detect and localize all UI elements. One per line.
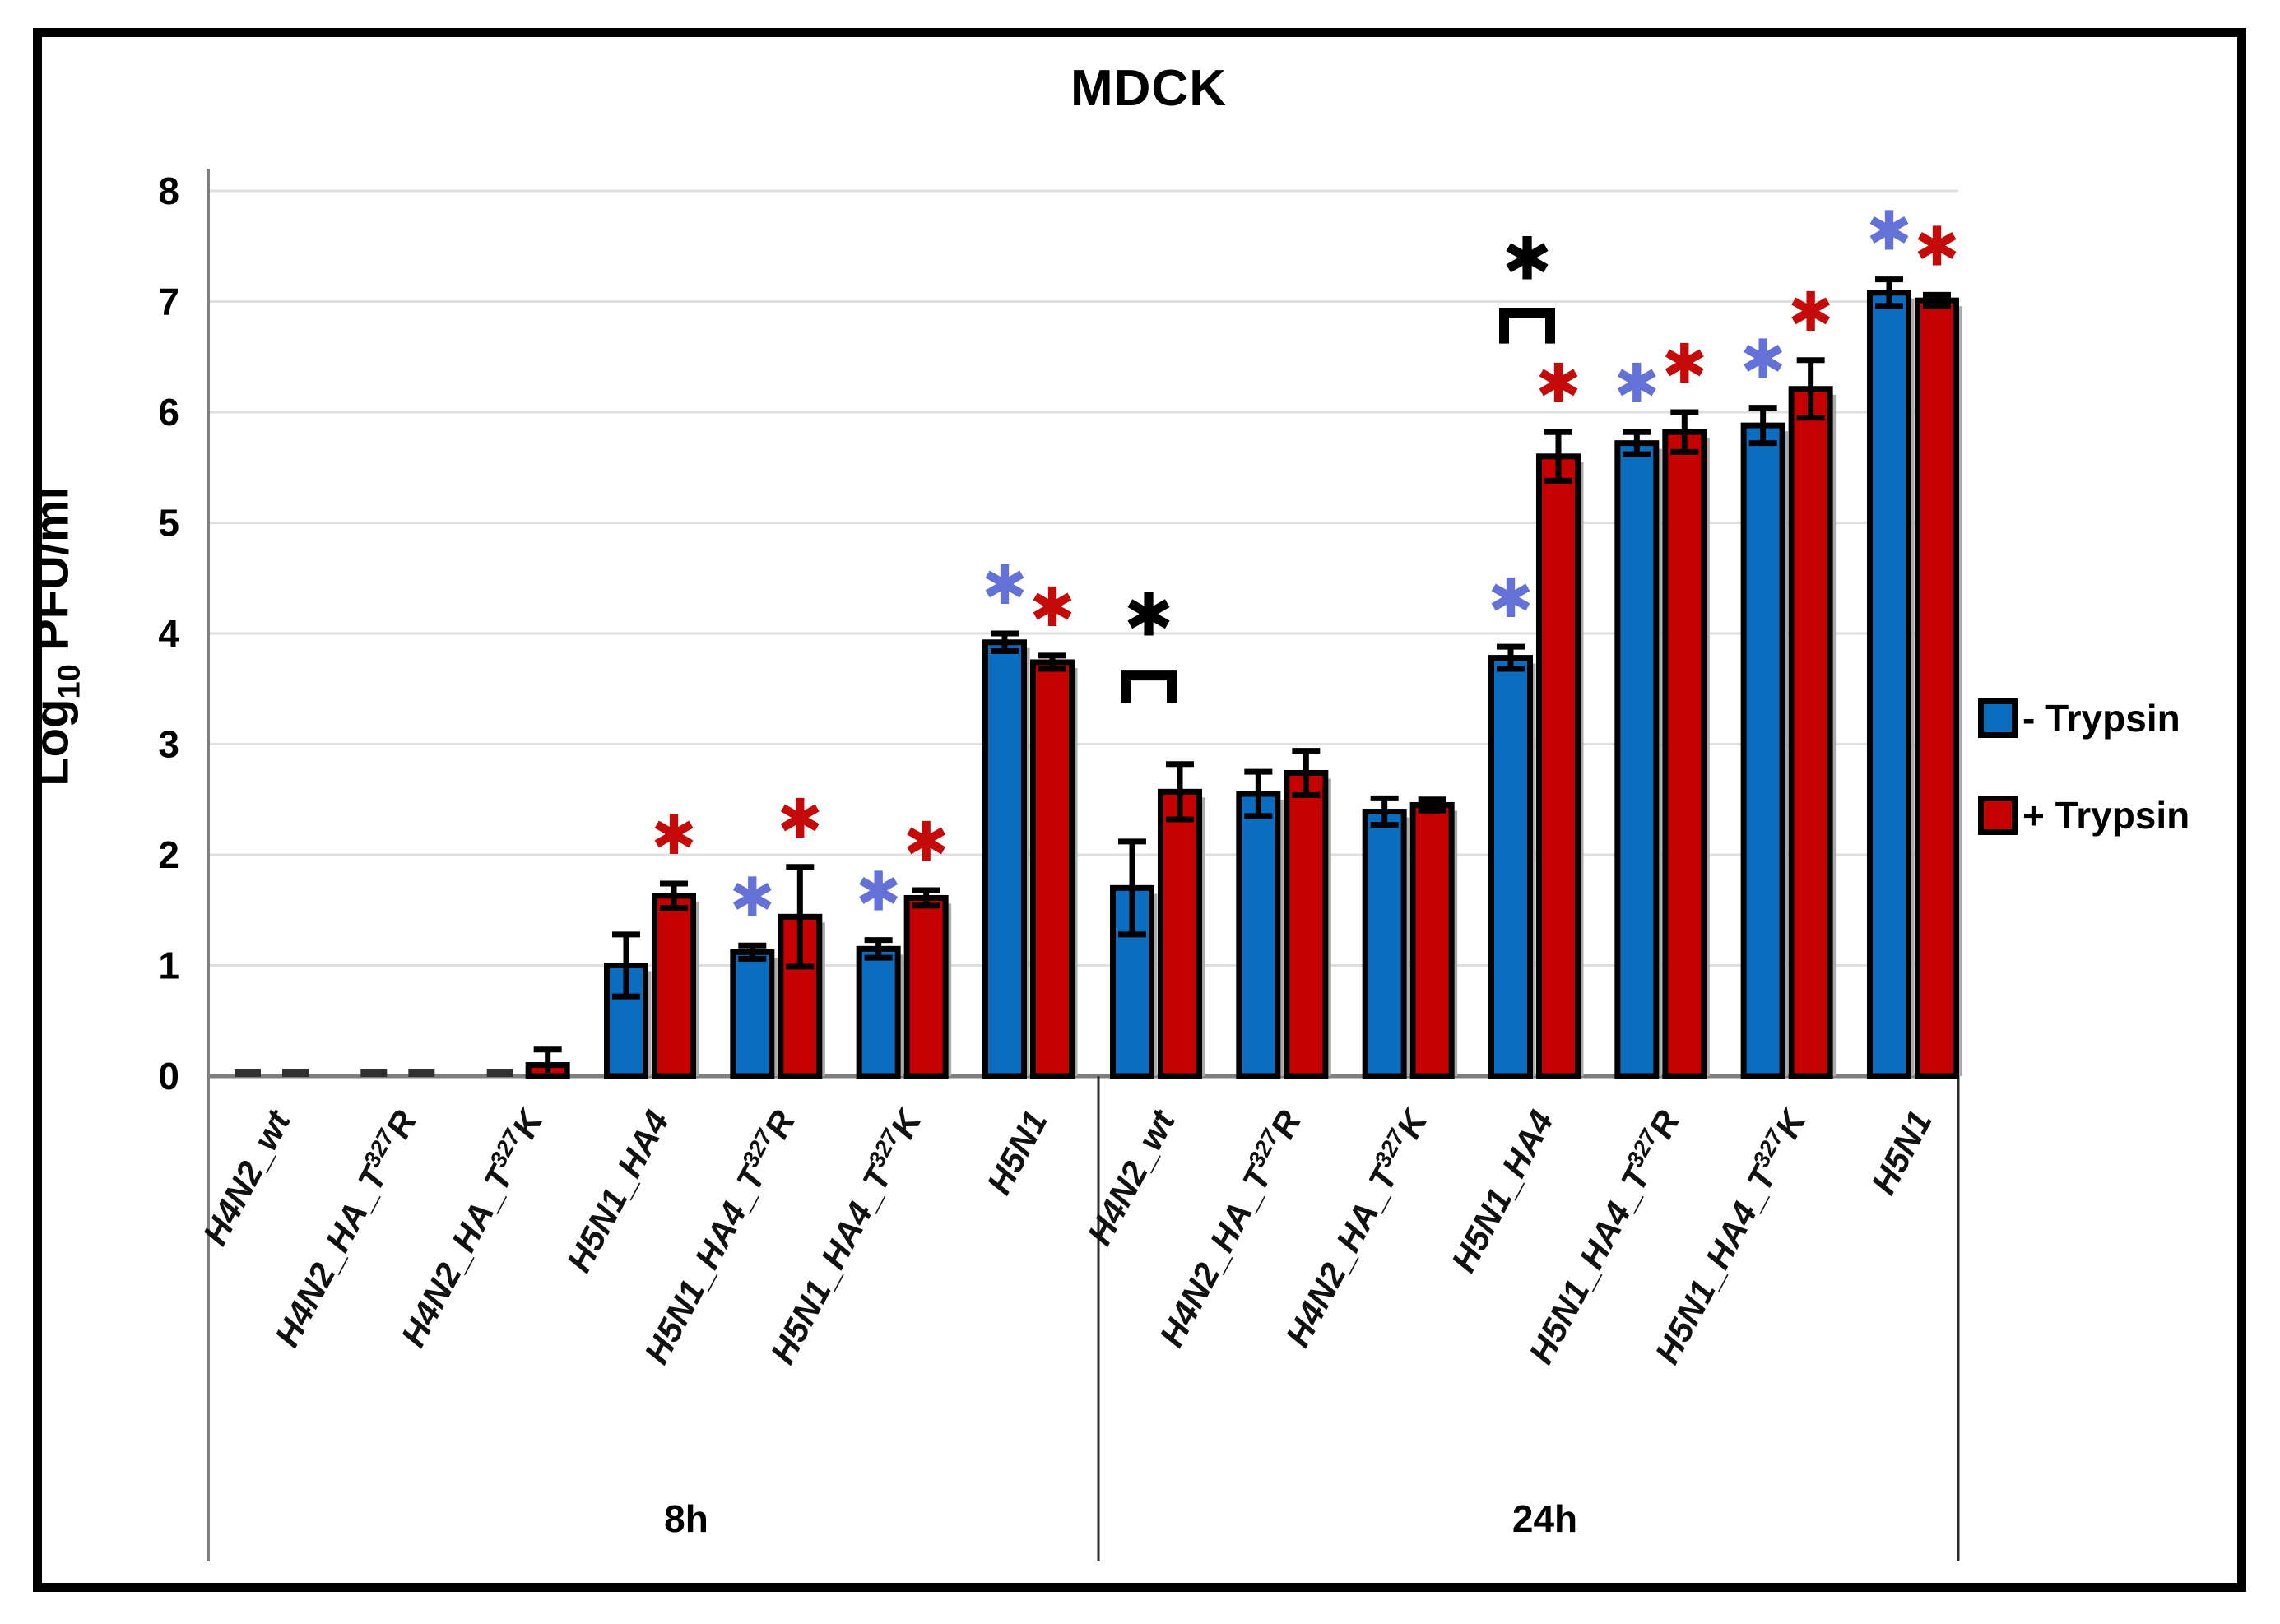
x-category-label-24h-0: H4N2_wt <box>1080 1102 1183 1250</box>
bar-8h-5-plus-trypsin-significance-star: ✱ <box>903 810 949 874</box>
bar-8h-0-plus-trypsin-zero-dash <box>282 1069 309 1077</box>
bar-8h-4-plus-trypsin-significance-star: ✱ <box>778 787 823 851</box>
bar-8h-3-plus-trypsin <box>651 893 696 1079</box>
y-axis-title-prefix: Log <box>25 698 79 786</box>
bar-24h-2-minus-trypsin <box>1362 809 1407 1079</box>
bar-8h-6-minus-trypsin-significance-star: ✱ <box>982 554 1027 617</box>
bar-24h-0-minus-trypsin <box>1110 884 1154 1079</box>
comparison-bracket-0 <box>1121 670 1177 703</box>
bar-24h-0-plus-trypsin <box>1158 788 1202 1079</box>
bar-24h-5-minus-trypsin <box>1740 422 1785 1079</box>
figure-border <box>33 28 2246 1592</box>
bar-24h-1-minus-trypsin <box>1236 791 1281 1079</box>
bar-8h-3-minus-trypsin <box>603 963 648 1079</box>
legend-item-plus-trypsin: + Trypsin <box>1978 793 2189 838</box>
bar-8h-1-plus-trypsin-zero-dash <box>408 1069 435 1077</box>
bar-24h-3-minus-trypsin-significance-star: ✱ <box>1488 567 1533 630</box>
legend-label-minus-trypsin: - Trypsin <box>2022 697 2180 740</box>
bar-8h-4-minus-trypsin <box>730 949 775 1079</box>
y-tick-label-3: 3 <box>158 723 179 766</box>
bar-24h-4-minus-trypsin <box>1614 440 1660 1079</box>
y-axis-title-subscript: 10 <box>52 664 87 699</box>
bar-24h-3-plus-trypsin-significance-star: ✱ <box>1535 352 1581 415</box>
y-tick-label-7: 7 <box>158 281 179 323</box>
x-category-label-8h-1: H4N2_HA_T327R <box>266 1103 425 1353</box>
legend-label-plus-trypsin: + Trypsin <box>2022 794 2190 837</box>
bar-24h-6-plus-trypsin <box>1914 297 1959 1079</box>
y-tick-label-6: 6 <box>158 391 179 434</box>
group-label-8h: 8h <box>664 1497 708 1540</box>
comparison-bracket-1 <box>1498 307 1555 344</box>
bar-8h-2-minus-trypsin-zero-dash <box>486 1069 513 1077</box>
bar-24h-5-plus-trypsin-significance-star: ✱ <box>1788 281 1833 344</box>
y-tick-label-8: 8 <box>158 169 179 212</box>
bar-24h-5-plus-trypsin <box>1788 386 1833 1079</box>
y-tick-label-5: 5 <box>158 502 179 545</box>
y-tick-label-4: 4 <box>158 612 179 655</box>
y-axis-title-suffix: PFU/ml <box>25 486 79 665</box>
y-axis-title: Log10 PFU/ml <box>25 349 88 925</box>
x-category-label-8h-6: H5N1 <box>979 1104 1055 1200</box>
comparison-star-0: ✱ <box>1124 580 1173 649</box>
bar-24h-3-minus-trypsin <box>1488 655 1533 1079</box>
bar-8h-5-minus-trypsin-significance-star: ✱ <box>856 861 901 924</box>
bar-8h-6-plus-trypsin-significance-star: ✱ <box>1029 576 1075 639</box>
x-category-label-8h-0: H4N2_wt <box>195 1102 299 1250</box>
bar-24h-4-plus-trypsin-significance-star: ✱ <box>1662 332 1707 396</box>
x-category-label-24h-3: H5N1_HA4 <box>1444 1104 1561 1278</box>
bar-24h-4-plus-trypsin <box>1662 429 1707 1079</box>
bar-8h-1-minus-trypsin-zero-dash <box>360 1069 388 1077</box>
y-tick-label-1: 1 <box>158 944 179 987</box>
bar-24h-3-plus-trypsin <box>1535 453 1581 1079</box>
x-category-label-8h-3: H5N1_HA4 <box>560 1104 676 1278</box>
legend: - Trypsin + Trypsin <box>1978 696 2189 890</box>
bar-8h-6-minus-trypsin <box>982 639 1027 1079</box>
bar-24h-5-minus-trypsin-significance-star: ✱ <box>1740 328 1785 392</box>
bar-24h-4-minus-trypsin-significance-star: ✱ <box>1614 352 1660 415</box>
bar-24h-6-minus-trypsin <box>1866 290 1911 1079</box>
legend-swatch-blue <box>1978 698 2018 738</box>
legend-swatch-red <box>1978 796 2018 835</box>
bar-8h-6-plus-trypsin <box>1029 659 1075 1079</box>
x-category-label-8h-2: H4N2_HA_T327K <box>392 1102 551 1353</box>
y-tick-label-2: 2 <box>158 833 179 876</box>
x-category-label-24h-1: H4N2_HA_T327R <box>1150 1103 1309 1353</box>
x-category-label-24h-2: H4N2_HA_T327K <box>1276 1102 1436 1353</box>
bar-24h-1-plus-trypsin <box>1284 769 1329 1079</box>
bar-8h-5-minus-trypsin <box>856 945 901 1079</box>
legend-item-minus-trypsin: - Trypsin <box>1978 696 2189 740</box>
bar-8h-0-minus-trypsin-zero-dash <box>235 1069 261 1077</box>
bar-24h-6-plus-trypsin-significance-star: ✱ <box>1914 215 1959 278</box>
chart-title: MDCK <box>1070 60 1227 117</box>
y-tick-label-0: 0 <box>158 1055 179 1097</box>
bar-8h-5-plus-trypsin <box>903 894 949 1079</box>
x-category-label-24h-6: H5N1 <box>1864 1104 1939 1200</box>
comparison-star-1: ✱ <box>1502 224 1552 293</box>
bar-8h-4-minus-trypsin-significance-star: ✱ <box>730 865 775 929</box>
bar-24h-6-minus-trypsin-significance-star: ✱ <box>1866 200 1911 263</box>
group-label-24h: 24h <box>1512 1497 1577 1540</box>
bar-24h-2-plus-trypsin <box>1409 801 1455 1079</box>
bar-8h-3-plus-trypsin-significance-star: ✱ <box>651 804 696 867</box>
